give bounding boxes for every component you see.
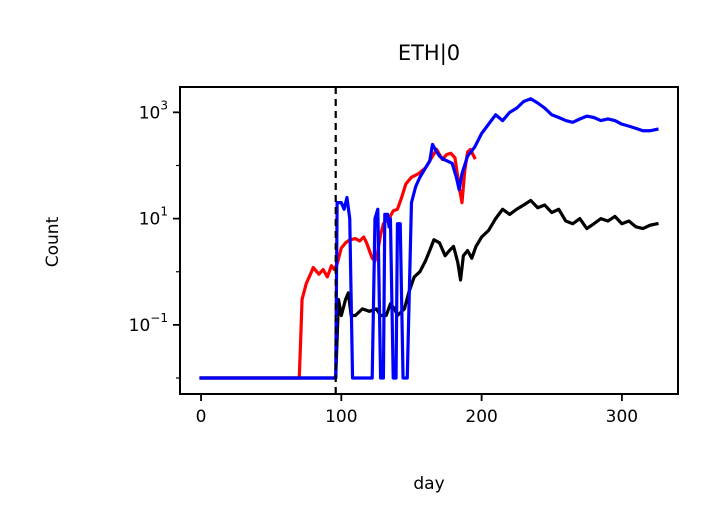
- plot-frame: [179, 86, 679, 395]
- y-tick-label-0: 10−1: [129, 311, 168, 336]
- x-tick-label-200: 200: [465, 407, 497, 427]
- x-axis-label: day: [413, 474, 444, 494]
- series-line-1: [199, 147, 477, 380]
- y-tick-label-exponent: −1: [150, 311, 168, 325]
- chart-marks: [199, 87, 659, 394]
- y-tick-label-exponent: 1: [160, 205, 168, 219]
- x-tick-label-0: 0: [196, 407, 207, 427]
- y-tick-label-base: 10: [139, 210, 161, 230]
- y-tick-label-base: 10: [129, 316, 151, 336]
- y-tick-label-base: 10: [139, 103, 161, 123]
- y-tick-label-1: 101: [139, 205, 168, 230]
- series-line-3: [199, 97, 659, 380]
- y-tick-label-2: 103: [139, 98, 168, 123]
- y-tick-label-exponent: 3: [160, 98, 168, 112]
- chart-title: ETH|0: [398, 41, 460, 66]
- x-tick-label-100: 100: [325, 407, 357, 427]
- y-axis-label: Count: [43, 216, 63, 267]
- x-tick-label-300: 300: [606, 407, 638, 427]
